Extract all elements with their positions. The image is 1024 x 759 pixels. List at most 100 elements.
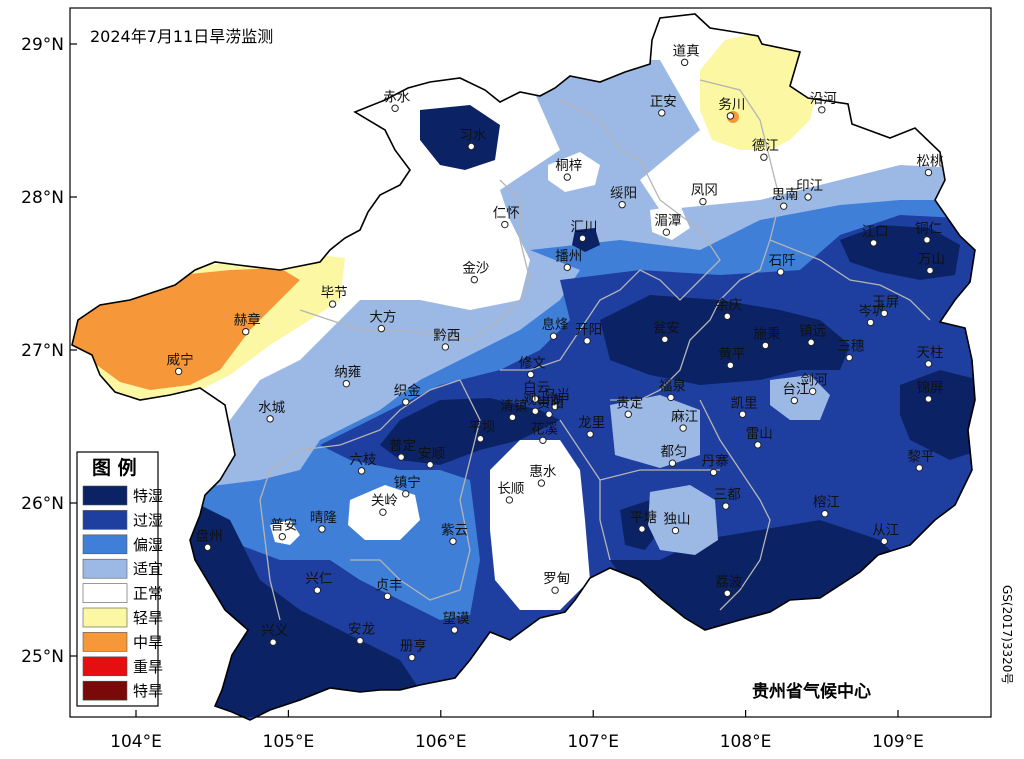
station-dot xyxy=(313,586,322,594)
station-label: 瓮安 xyxy=(653,320,680,336)
legend-label: 特湿 xyxy=(133,487,163,505)
station-dot xyxy=(658,109,666,117)
station-label: 铜仁 xyxy=(915,221,942,237)
station-dot xyxy=(356,637,364,645)
normal-zone xyxy=(650,205,690,240)
station-label: 安龙 xyxy=(348,622,375,638)
station-dot xyxy=(807,338,815,347)
legend-label: 重旱 xyxy=(133,658,163,676)
station-marker: 习水 xyxy=(459,128,487,151)
station-label: 天柱 xyxy=(916,345,943,361)
station-dot xyxy=(726,112,735,120)
normal-zone xyxy=(490,440,590,610)
station-dot xyxy=(328,300,337,308)
station-marker: 铜仁 xyxy=(915,221,942,244)
lat-tick-label: 29°N xyxy=(21,35,64,55)
boundary-line xyxy=(699,399,771,611)
station-marker: 罗甸 xyxy=(543,571,570,594)
station-label: 贵阳 xyxy=(537,395,564,411)
station-label: 福泉 xyxy=(659,377,686,394)
station-dot xyxy=(808,387,817,396)
station-marker: 三都 xyxy=(714,487,741,510)
station-label: 普定 xyxy=(389,438,416,454)
station-dot xyxy=(551,402,559,411)
station-label: 汇川 xyxy=(571,219,598,235)
station-label: 习水 xyxy=(459,128,486,144)
station-marker: 施秉 xyxy=(753,326,781,350)
station-dot xyxy=(537,479,546,487)
station-dot xyxy=(671,526,680,535)
station-marker: 惠水 xyxy=(529,464,557,487)
station-dot xyxy=(726,361,735,369)
station-dot xyxy=(915,464,924,472)
station-marker: 黄平 xyxy=(718,346,745,369)
station-label: 沿河 xyxy=(810,91,837,107)
station-marker: 务川 xyxy=(718,97,745,120)
boundary-line xyxy=(769,239,931,321)
station-dot xyxy=(667,393,675,402)
station-label: 仁怀 xyxy=(493,206,520,222)
station-dot xyxy=(880,309,888,317)
legend-label: 偏湿 xyxy=(133,536,163,554)
station-marker: 六枝 xyxy=(350,452,377,475)
station-label: 花溪 xyxy=(531,421,558,437)
station-marker: 从江 xyxy=(872,522,899,545)
station-label: 万山 xyxy=(918,251,945,267)
station-dot xyxy=(377,324,386,333)
station-marker: 锦屏 xyxy=(916,380,943,403)
station-dot xyxy=(754,441,762,449)
station-dot xyxy=(761,341,770,350)
legend-label: 中旱 xyxy=(133,633,163,651)
station-label: 玉屏 xyxy=(872,294,899,310)
station-label: 黔西 xyxy=(433,328,460,344)
station-marker: 龙里 xyxy=(578,415,605,438)
station-label: 晴隆 xyxy=(310,510,337,526)
station-marker: 黎平 xyxy=(907,449,934,472)
station-dot xyxy=(269,638,277,646)
legend-swatch xyxy=(82,607,128,628)
normal-zone xyxy=(270,520,300,545)
station-marker: 威宁 xyxy=(167,351,194,376)
station-marker: 平坝 xyxy=(468,420,495,443)
station-label: 大方 xyxy=(369,310,396,326)
station-dot xyxy=(680,58,689,67)
suitable-zone xyxy=(648,485,718,555)
station-marker: 瓮安 xyxy=(653,320,680,343)
station-label: 六枝 xyxy=(350,452,377,468)
station-label: 凯里 xyxy=(731,395,758,411)
station-dot xyxy=(821,510,829,518)
station-label: 安顺 xyxy=(418,446,445,462)
station-dot xyxy=(467,142,475,151)
legend-swatch xyxy=(82,558,128,579)
station-marker: 播州 xyxy=(555,248,582,272)
station-marker: 贵定 xyxy=(616,395,643,418)
station-label: 荔波 xyxy=(715,574,743,590)
station-marker: 雷山 xyxy=(746,426,773,449)
station-label: 雷山 xyxy=(746,426,773,442)
station-marker: 天柱 xyxy=(916,345,943,368)
station-dot xyxy=(383,592,392,601)
station-label: 凤冈 xyxy=(691,183,718,199)
station-label: 赫章 xyxy=(234,312,261,329)
station-marker: 清镇 xyxy=(500,398,527,422)
station-label: 三都 xyxy=(714,487,741,503)
boundary-line xyxy=(500,99,721,371)
station-marker: 晴隆 xyxy=(310,510,337,533)
station-marker: 荔波 xyxy=(715,574,743,597)
station-label: 黎平 xyxy=(907,449,934,465)
station-marker: 织金 xyxy=(394,383,421,406)
station-dot xyxy=(618,200,626,209)
station-label: 赤水 xyxy=(383,89,410,105)
station-marker: 望谟 xyxy=(443,611,470,634)
station-label: 锦屏 xyxy=(916,380,943,396)
legend-swatch xyxy=(82,656,128,677)
lon-tick-label: 109°E xyxy=(872,732,924,752)
station-dot xyxy=(391,104,399,112)
station-dot xyxy=(924,168,933,177)
station-dot xyxy=(441,343,450,351)
station-label: 金沙 xyxy=(462,261,489,277)
station-marker: 石阡 xyxy=(769,253,796,276)
